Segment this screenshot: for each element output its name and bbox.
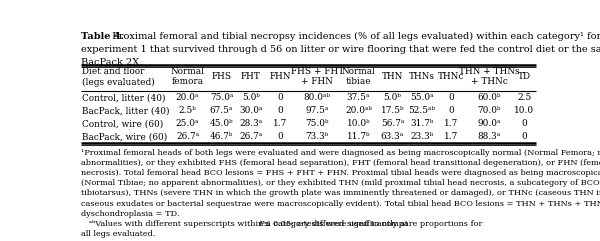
Text: 2.5ᵇ: 2.5ᵇ: [179, 106, 196, 115]
Text: 20.0ᵃ: 20.0ᵃ: [176, 93, 199, 102]
Text: TD: TD: [518, 72, 531, 81]
Text: 26.7ᵃ: 26.7ᵃ: [239, 132, 263, 141]
Text: ¹Proximal femoral heads of both legs were evaluated and were diagnosed as being : ¹Proximal femoral heads of both legs wer…: [80, 149, 600, 157]
Text: 56.7ᵃ: 56.7ᵃ: [381, 119, 404, 128]
Text: 88.3ᵃ: 88.3ᵃ: [478, 132, 501, 141]
Text: 55.0ᵃ: 55.0ᵃ: [410, 93, 434, 102]
Text: 2.5: 2.5: [517, 93, 532, 102]
Text: 10.0ᵇ: 10.0ᵇ: [347, 119, 370, 128]
Text: THNc: THNc: [438, 72, 464, 81]
Text: THN: THN: [382, 72, 403, 81]
Text: 20.0ᵃᵇ: 20.0ᵃᵇ: [345, 106, 372, 115]
Text: 73.3ᵇ: 73.3ᵇ: [305, 132, 329, 141]
Text: Control, litter (40): Control, litter (40): [82, 93, 165, 102]
Text: 1.7: 1.7: [444, 132, 458, 141]
Text: necrosis). Total femoral head BCO lesions = FHS + FHT + FHN. Proximal tibial hea: necrosis). Total femoral head BCO lesion…: [80, 169, 600, 177]
Text: P: P: [259, 220, 264, 228]
Text: 23.3ᵇ: 23.3ᵇ: [410, 132, 434, 141]
Text: 1.7: 1.7: [444, 119, 458, 128]
Text: 11.7ᵇ: 11.7ᵇ: [347, 132, 370, 141]
Text: 45.0ᵇ: 45.0ᵇ: [210, 119, 233, 128]
Text: 17.5ᵇ: 17.5ᵇ: [381, 106, 404, 115]
Text: abnormalities), or they exhibited FHS (femoral head separation), FHT (femoral he: abnormalities), or they exhibited FHS (f…: [80, 159, 600, 167]
Text: Proximal femoral and tibial necropsy incidences (% of all legs evaluated) within: Proximal femoral and tibial necropsy inc…: [109, 32, 600, 41]
Text: dyschondroplasia = TD.: dyschondroplasia = TD.: [80, 210, 179, 218]
Text: BacPack, wire (60): BacPack, wire (60): [82, 132, 167, 141]
Text: ≤ 0.05; z-tests were used to compare proportions for: ≤ 0.05; z-tests were used to compare pro…: [260, 220, 482, 228]
Text: 5.0ᵇ: 5.0ᵇ: [242, 93, 260, 102]
Text: experiment 1 that survived through d 56 on litter or wire flooring that were fed: experiment 1 that survived through d 56 …: [80, 45, 600, 54]
Text: 97.5ᵃ: 97.5ᵃ: [305, 106, 329, 115]
Text: FHN: FHN: [269, 72, 291, 81]
Text: BacPack, litter (40): BacPack, litter (40): [82, 106, 169, 115]
Text: FHS + FHT
+ FHN: FHS + FHT + FHN: [290, 67, 344, 87]
Text: 52.5ᵃᵇ: 52.5ᵃᵇ: [409, 106, 436, 115]
Text: 75.0ᵇ: 75.0ᵇ: [305, 119, 329, 128]
Text: 31.7ᵇ: 31.7ᵇ: [410, 119, 434, 128]
Text: tibiotarsus), THNs (severe THN in which the growth plate was imminently threaten: tibiotarsus), THNs (severe THN in which …: [80, 189, 600, 197]
Text: 37.5ᵃ: 37.5ᵃ: [347, 93, 370, 102]
Text: all legs evaluated.: all legs evaluated.: [80, 230, 155, 238]
Text: 30.0ᵃ: 30.0ᵃ: [239, 106, 263, 115]
Text: 67.5ᵃ: 67.5ᵃ: [210, 106, 233, 115]
Text: 1.7: 1.7: [273, 119, 287, 128]
Text: ᵃᵇValues with different superscripts within a category differed significantly at: ᵃᵇValues with different superscripts wit…: [80, 220, 410, 228]
Text: 63.3ᵃ: 63.3ᵃ: [381, 132, 404, 141]
Text: 70.0ᵇ: 70.0ᵇ: [478, 106, 501, 115]
Text: Control, wire (60): Control, wire (60): [82, 119, 163, 128]
Text: Diet and floor
(legs evaluated): Diet and floor (legs evaluated): [82, 67, 154, 87]
Text: 75.0ᵃ: 75.0ᵃ: [210, 93, 233, 102]
Text: 26.7ᵃ: 26.7ᵃ: [176, 132, 199, 141]
Text: 60.0ᵇ: 60.0ᵇ: [478, 93, 501, 102]
Text: Normal
tibiae: Normal tibiae: [341, 67, 376, 87]
Text: 0: 0: [448, 106, 454, 115]
Text: FHS: FHS: [211, 72, 232, 81]
Text: 46.7ᵇ: 46.7ᵇ: [210, 132, 233, 141]
Text: caseous exudates or bacterial sequestrae were macroscopically evident). Total ti: caseous exudates or bacterial sequestrae…: [80, 200, 600, 208]
Text: THN + THNs
+ THNc: THN + THNs + THNc: [459, 67, 520, 87]
Text: 90.0ᵃ: 90.0ᵃ: [478, 119, 501, 128]
Text: 0: 0: [278, 106, 283, 115]
Text: THNs: THNs: [409, 72, 435, 81]
Text: 28.3ᵃ: 28.3ᵃ: [239, 119, 263, 128]
Text: 80.0ᵃᵇ: 80.0ᵃᵇ: [304, 93, 331, 102]
Text: (Normal Tibiae; no apparent abnormalities), or they exhibited THN (mild proximal: (Normal Tibiae; no apparent abnormalitie…: [80, 179, 600, 187]
Text: 5.0ᵇ: 5.0ᵇ: [383, 93, 401, 102]
Text: FHT: FHT: [241, 72, 261, 81]
Text: BacPack 2X.: BacPack 2X.: [80, 58, 142, 67]
Text: 10.0: 10.0: [514, 106, 535, 115]
Text: Table 4.: Table 4.: [80, 32, 124, 41]
Text: 25.0ᵃ: 25.0ᵃ: [176, 119, 199, 128]
Text: Normal
femora: Normal femora: [170, 67, 205, 87]
Text: 0: 0: [278, 93, 283, 102]
Text: 0: 0: [448, 93, 454, 102]
Text: 0: 0: [278, 132, 283, 141]
Text: 0: 0: [521, 132, 527, 141]
Text: 0: 0: [521, 119, 527, 128]
